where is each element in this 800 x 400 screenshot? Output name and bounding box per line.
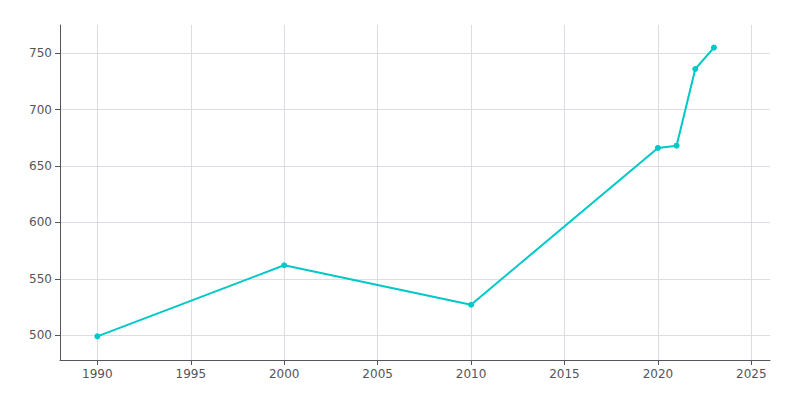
svg-text:2010: 2010 [456, 367, 487, 381]
svg-text:700: 700 [29, 103, 52, 117]
svg-text:1990: 1990 [82, 367, 113, 381]
svg-text:2005: 2005 [362, 367, 393, 381]
svg-text:2020: 2020 [643, 367, 674, 381]
svg-text:2000: 2000 [269, 367, 300, 381]
svg-text:1995: 1995 [176, 367, 207, 381]
svg-text:600: 600 [29, 215, 52, 229]
svg-text:2025: 2025 [736, 367, 767, 381]
svg-text:650: 650 [29, 159, 52, 173]
svg-text:2015: 2015 [549, 367, 580, 381]
svg-text:500: 500 [29, 328, 52, 342]
svg-text:550: 550 [29, 272, 52, 286]
svg-text:750: 750 [29, 46, 52, 60]
